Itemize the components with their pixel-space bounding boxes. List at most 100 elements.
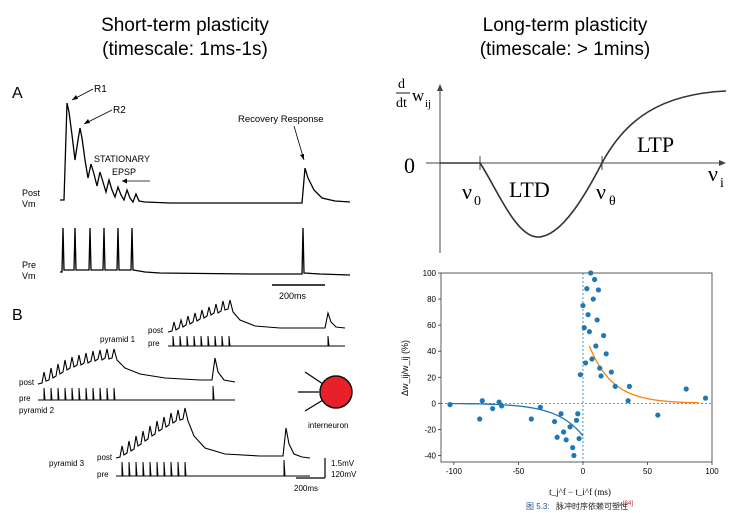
stdp-data-point <box>577 372 583 378</box>
stdp-x-tick-label: -100 <box>446 467 463 476</box>
bcm-y-arrowhead <box>437 84 443 91</box>
stdp-y-tick-label: -40 <box>424 451 436 460</box>
pyramid1-pre-trace <box>168 335 345 347</box>
panel-b: B pyramid 1 post pre post pre pyramid 2 … <box>12 299 357 493</box>
stdp-data-point <box>612 383 618 389</box>
stdp-data-point <box>589 356 595 362</box>
bcm-ltp-label: LTP <box>637 132 674 157</box>
stdp-ltp-fit-curve <box>588 345 700 404</box>
stdp-data-point <box>591 276 598 283</box>
bcm-nutheta-label: ν <box>596 179 606 204</box>
epsp-arrowhead <box>122 178 127 184</box>
bcm-curve <box>440 90 727 238</box>
stdp-frame <box>440 272 713 463</box>
short-term-title-line2: (timescale: 1ms-1s) <box>102 39 268 60</box>
stdp-plot-area: -100 -50 0 50 100 -40 -20 0 20 40 60 80 100 <box>423 269 720 476</box>
pyramid2-pre-trace <box>38 385 235 401</box>
pyramid3-post-label: post <box>97 453 113 462</box>
stdp-data-point <box>576 435 582 442</box>
bcm-ylabel-ij: ij <box>425 98 431 110</box>
stdp-data-point <box>603 351 609 357</box>
stdp-data-point <box>584 286 590 292</box>
stdp-data-point <box>570 445 576 451</box>
stdp-y-tick-label: -20 <box>424 425 436 434</box>
pyramid1-post-trace <box>167 299 346 333</box>
long-term-title: Long-term plasticity (timescale: > 1mins… <box>420 14 710 62</box>
stdp-data-point <box>477 416 483 422</box>
stdp-data-point <box>537 404 543 410</box>
panel-a-label: A <box>12 85 23 102</box>
panel-a-scale-label: 200ms <box>279 291 307 301</box>
stdp-data-point <box>595 287 602 293</box>
stdp-y-axis-label: Δw_ij/w_ij (%) <box>400 340 410 396</box>
stdp-data-point <box>528 416 534 422</box>
scale-label-1-5mv: 1.5mV <box>331 459 355 468</box>
epsp-label: EPSP <box>112 167 136 177</box>
bcm-nui-label: ν <box>708 161 718 186</box>
stdp-data-point <box>563 437 569 443</box>
recovery-arrowhead <box>300 154 304 160</box>
pyramid1-label: pyramid 1 <box>100 335 136 344</box>
stdp-y-tick-label: 0 <box>432 399 437 408</box>
stdp-caption-ref: [34] <box>623 501 633 507</box>
pyramid3-label: pyramid 3 <box>49 459 85 468</box>
stdp-data-point <box>499 403 505 409</box>
recovery-arrow <box>293 125 305 161</box>
bcm-curve-panel: d dt w ij 0 ν 0 LTD ν θ LTP ν i <box>396 77 727 253</box>
stdp-data-point <box>702 395 709 401</box>
stdp-y-tick-label: 100 <box>423 269 437 278</box>
stdp-data-point <box>586 329 593 335</box>
stdp-data-point <box>573 417 580 423</box>
stdp-data-point <box>598 373 604 379</box>
bcm-ylabel-d: d <box>398 77 405 92</box>
stdp-data-point <box>490 405 496 412</box>
pre-vm-label-1: Pre <box>22 260 36 270</box>
pre-vm-trace <box>60 227 351 276</box>
interneuron-synapse-1 <box>304 371 324 385</box>
stdp-data-point <box>554 434 560 440</box>
stdp-data-point <box>496 399 502 405</box>
stdp-data-point <box>593 343 599 349</box>
stdp-y-tick-label: 20 <box>427 373 436 382</box>
pyramid3-pre-label: pre <box>97 470 109 479</box>
bcm-ltd-label: LTD <box>509 177 550 202</box>
stdp-data-point <box>683 386 689 392</box>
stdp-data-point <box>575 411 581 417</box>
stdp-data-point <box>590 296 596 302</box>
pyramid3-pre-trace <box>116 459 310 477</box>
scale-label-120mv: 120mV <box>331 470 357 479</box>
stdp-caption-prefix: 图 5.3: <box>526 502 550 511</box>
stdp-data-point <box>594 317 600 323</box>
pre-vm-label-2: Vm <box>22 271 36 281</box>
stdp-data-point <box>581 325 587 331</box>
pyramid1-pre-label: pre <box>148 339 160 348</box>
r1-arrowhead <box>72 95 78 100</box>
post-vm-trace <box>60 102 351 204</box>
stdp-data-point <box>655 412 661 418</box>
stdp-data-point <box>479 398 485 404</box>
stdp-data-point <box>601 332 607 339</box>
long-term-title-line2: (timescale: > 1mins) <box>479 39 651 60</box>
interneuron-cell <box>319 375 353 409</box>
recovery-label: Recovery Response <box>238 114 324 125</box>
stdp-data-point <box>558 411 564 417</box>
stdp-ltd-fit-curve <box>447 402 584 437</box>
pyramid2-post-trace <box>37 348 236 385</box>
scale-label-200ms: 200ms <box>294 484 318 493</box>
stdp-x-tick-label: 100 <box>705 467 719 476</box>
bcm-zero-label: 0 <box>404 153 415 178</box>
bcm-nutheta-subscript: θ <box>609 194 616 209</box>
stdp-data-point <box>588 270 594 276</box>
stdp-data-point <box>580 302 586 309</box>
pyramid1-post-label: post <box>148 326 164 335</box>
panel-a: A R1 R2 STATIONARY EPSP Recovery Respons… <box>12 84 351 301</box>
bcm-nu0-label: ν <box>462 179 472 204</box>
stdp-data-point <box>585 312 591 318</box>
stdp-data-point <box>447 402 453 408</box>
stdp-data-point <box>626 383 633 389</box>
pyramid2-pre-label: pre <box>19 394 31 403</box>
pyramid2-label: pyramid 2 <box>19 406 55 415</box>
stdp-data-point <box>571 452 577 459</box>
stdp-x-axis-label: t_j^f − t_i^f (ms) <box>549 487 611 497</box>
